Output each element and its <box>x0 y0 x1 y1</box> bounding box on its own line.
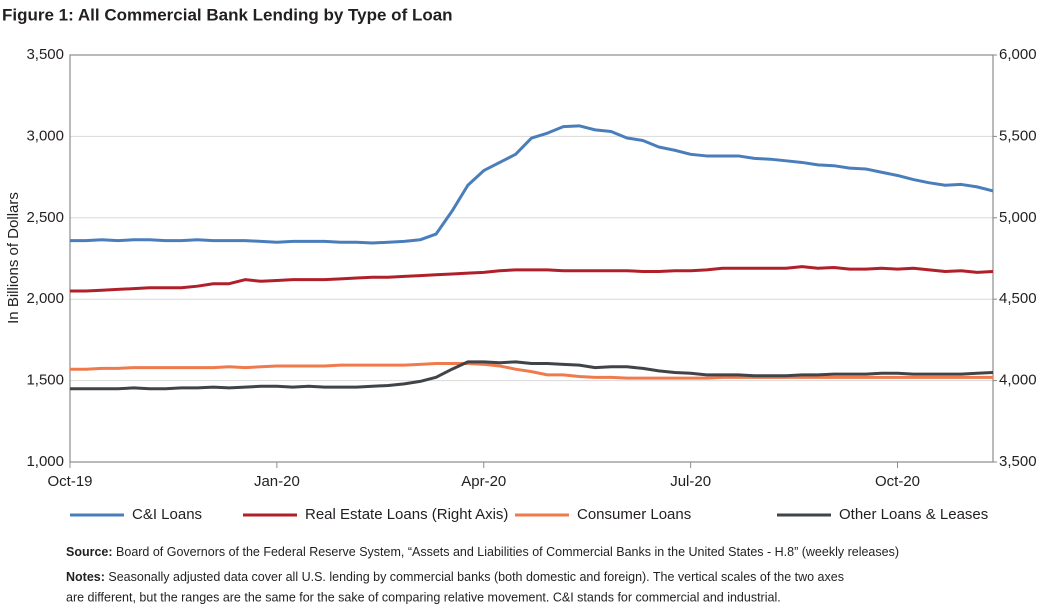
y-tick-label: 2,500 <box>26 209 64 226</box>
source: Source: Board of Governors of the Federa… <box>66 545 899 559</box>
y2-tick-label: 3,500 <box>999 453 1037 470</box>
notes: Notes: Seasonally adjusted data cover al… <box>66 570 844 584</box>
series-line <box>70 362 993 380</box>
series-line <box>70 265 994 293</box>
y2-tick-label: 4,000 <box>999 372 1037 389</box>
legend-label: Real Estate Loans (Right Axis) <box>305 506 508 523</box>
source-text: Board of Governors of the Federal Reserv… <box>116 545 899 559</box>
y-axis-label: In Billions of Dollars <box>5 192 22 324</box>
notes-line: are different, but the ranges are the sa… <box>66 590 781 604</box>
source-label: Source: <box>66 545 113 559</box>
series-line <box>70 360 994 391</box>
chart-title: Figure 1: All Commercial Bank Lending by… <box>2 5 453 24</box>
x-tick-label: Jan-20 <box>254 473 300 490</box>
y-tick-label: 2,000 <box>26 290 64 307</box>
x-tick-label: Jul-20 <box>670 473 711 490</box>
notes-label: Notes: <box>66 570 105 584</box>
legend-label: Consumer Loans <box>577 506 691 523</box>
y-tick-label: 3,000 <box>26 127 64 144</box>
notes-line: Seasonally adjusted data cover all U.S. … <box>108 570 844 584</box>
y2-tick-label: 5,000 <box>999 209 1037 226</box>
x-tick-label: Oct-19 <box>47 473 92 490</box>
y2-tick-label: 4,500 <box>999 290 1037 307</box>
y2-tick-label: 5,500 <box>999 127 1037 144</box>
y2-tick-label: 6,000 <box>999 46 1037 63</box>
x-tick-label: Apr-20 <box>461 473 506 490</box>
legend-label: C&I Loans <box>132 506 202 523</box>
y-tick-label: 3,500 <box>26 46 64 63</box>
y-tick-label: 1,500 <box>26 372 64 389</box>
series-line <box>70 124 994 245</box>
y-tick-label: 1,000 <box>26 453 64 470</box>
x-tick-label: Oct-20 <box>875 473 920 490</box>
legend-label: Other Loans & Leases <box>839 506 988 523</box>
plot-frame <box>69 54 994 463</box>
